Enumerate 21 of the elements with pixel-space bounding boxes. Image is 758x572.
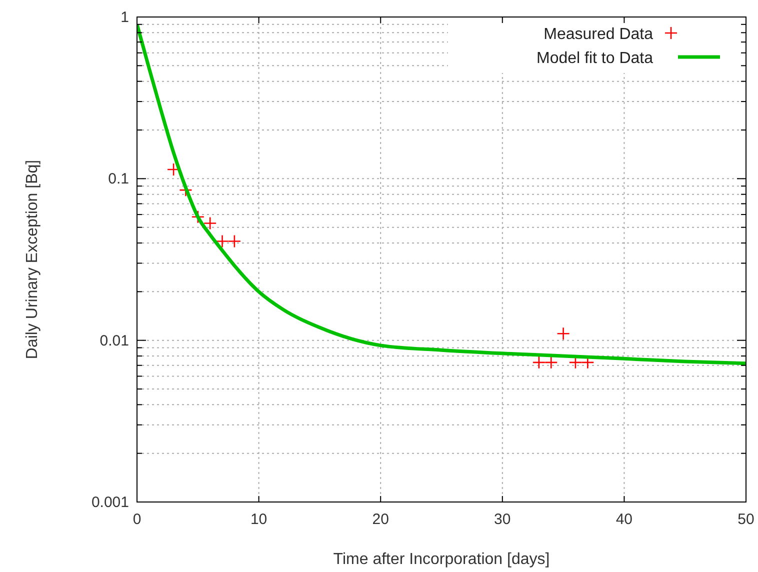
point [216,234,229,248]
point [532,356,546,370]
x-tick-label: 30 [494,511,511,528]
x-tick-label: 0 [132,511,142,528]
point [228,234,242,248]
x-tick-label: 40 [616,511,633,528]
y-tick-label: 0.1 [108,170,129,188]
x-tick-label: 20 [372,511,389,528]
x-axis-title: Time after Incorporation [days] [333,551,550,568]
legend-label: Model fit to Data [536,50,654,67]
x-tick-label: 50 [738,511,754,528]
x-tick-label: 10 [250,511,268,528]
line-series [137,22,746,366]
y-tick-label: 1 [120,9,129,26]
y-tick-label: 0.001 [91,494,129,511]
y-axis-title: Daily Urinary Exception [Bq] [24,160,41,360]
point [544,356,558,370]
point [556,326,570,340]
point [203,216,217,230]
y-tick-label: 0.01 [100,332,129,350]
legend-label: Measured Data [544,26,654,43]
